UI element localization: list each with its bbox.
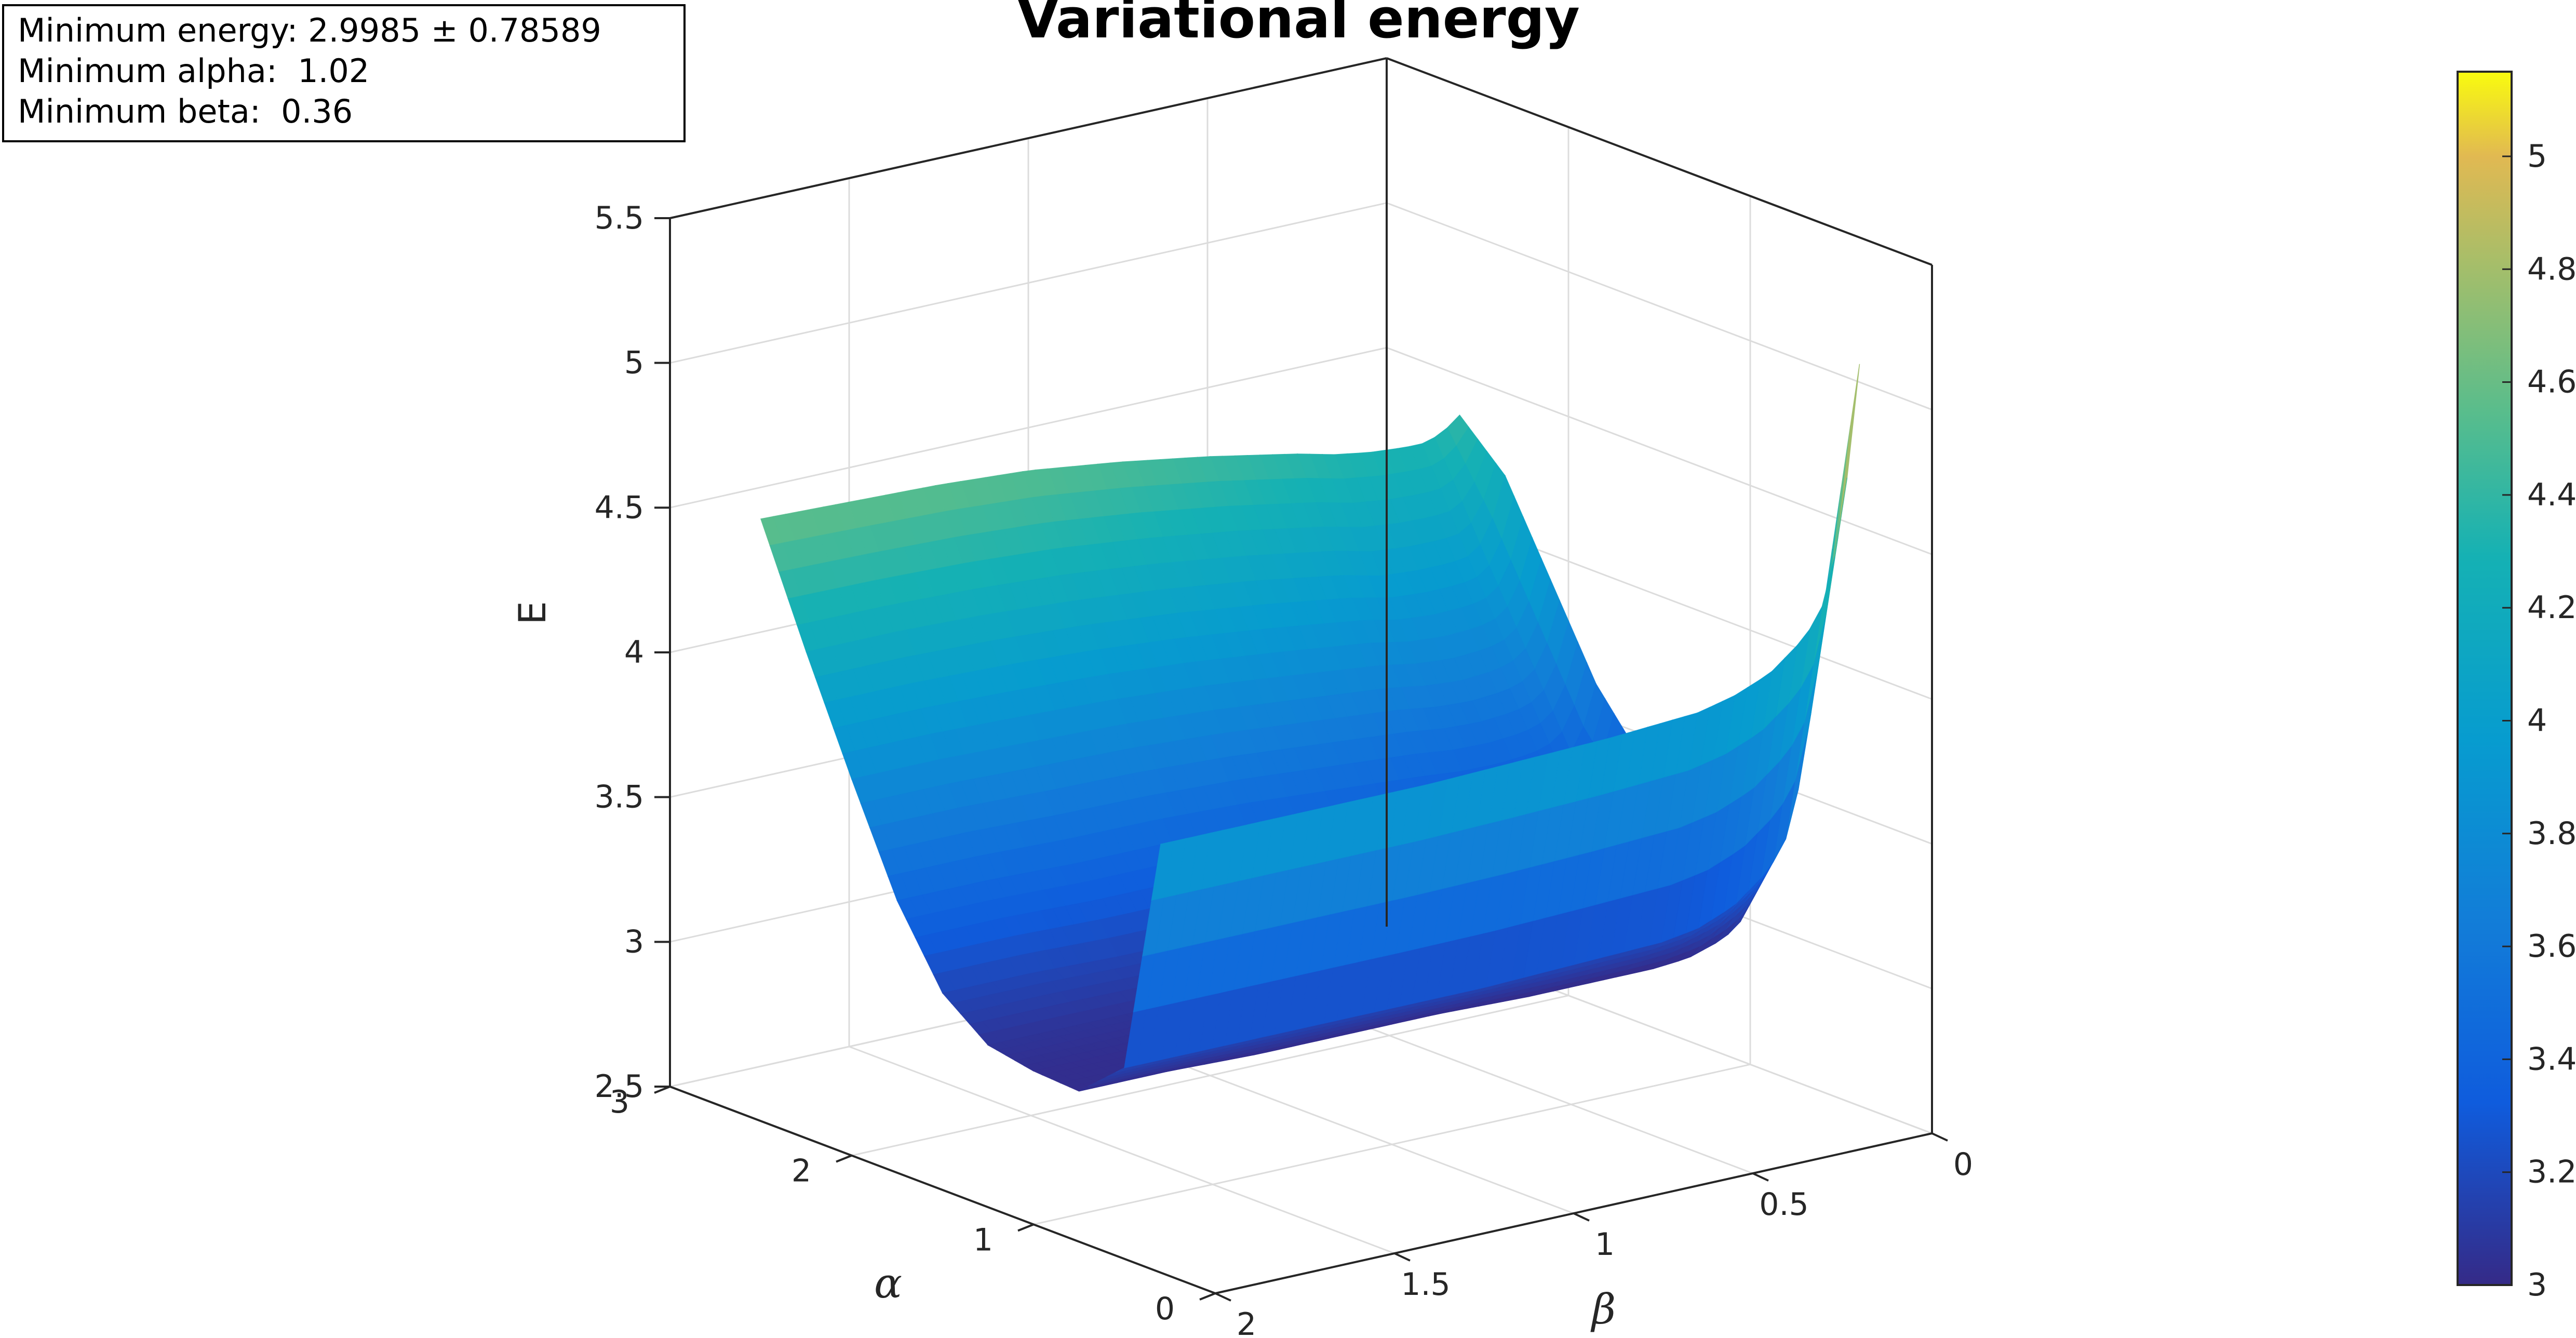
alpha-tick-mark [1017,1223,1034,1232]
alpha-tick-label: 2 [791,1153,811,1189]
colorbar-tick-label: 4.4 [2527,477,2576,513]
surface-patch [1813,557,1835,665]
beta-tick-mark [1573,1212,1590,1222]
alpha-tick-mark [654,1086,670,1094]
minimum-info-box: Minimum energy: 2.9985 ± 0.78589 Minimum… [2,4,686,142]
z-tick-label: 2.5 [595,1068,644,1105]
minimum-alpha-text: Minimum alpha: 1.02 [18,52,370,90]
surface-patch [1837,364,1860,537]
colorbar-gradient [2457,71,2513,1286]
beta-tick-label: 0 [1953,1146,1973,1183]
chart-title: Variational energy [1017,0,1580,50]
colorbar-tick-label: 3.6 [2527,928,2576,965]
alpha-tick-label: 1 [973,1222,993,1258]
grid-line [1386,202,1933,411]
z-tick-label: 3.5 [595,779,644,815]
beta-tick-label: 1.5 [1401,1266,1450,1303]
colorbar-tick-label: 3.8 [2527,815,2576,852]
colorbar-tick-label: 4.6 [2527,364,2576,400]
colorbar-tick-label: 4 [2527,702,2547,739]
alpha-tick-label: 3 [610,1084,629,1120]
axis-edge [669,57,1387,219]
z-axis-label: E [511,601,554,625]
colorbar-tick-label: 4.8 [2527,251,2576,287]
z-tick-label: 3 [624,924,644,960]
beta-tick-label: 1 [1595,1226,1615,1263]
axis-edge [669,1086,1216,1294]
beta-tick-label: 2 [1237,1306,1256,1338]
grid-line [1033,1063,1751,1225]
grid-line [851,995,1569,1157]
grid-line [849,1046,1395,1254]
beta-tick-mark [1931,1132,1948,1142]
minimum-energy-text: Minimum energy: 2.9985 ± 0.78589 [18,11,601,49]
alpha-tick-mark [836,1154,852,1163]
z-tick-label: 5.5 [595,200,644,236]
colorbar-tick-label: 3 [2527,1267,2547,1303]
minimum-beta-text: Minimum beta: 0.36 [18,92,353,130]
alpha-tick-mark [1199,1292,1216,1301]
colorbar-tick-label: 4.2 [2527,590,2576,626]
beta-axis-label: β [1590,1285,1616,1333]
beta-tick-mark [1394,1252,1411,1262]
colorbar: 3 3.2 3.4 3.6 3.8 4 4.2 4.4 4.6 4.8 5 [2457,71,2576,1303]
colorbar-tick-label: 3.4 [2527,1041,2576,1077]
z-tick-label: 5 [624,345,644,381]
surface-patch [1151,841,1174,901]
grid-line [1386,346,1933,555]
z-tick-label: 4 [624,634,644,671]
colorbar-tick-label: 3.2 [2527,1154,2576,1190]
z-tick-label: 4.5 [595,489,644,526]
alpha-tick-label: 0 [1155,1291,1175,1327]
axis-edge [1386,57,1933,266]
beta-tick-mark [1752,1172,1769,1182]
alpha-axis-label: α [874,1259,902,1307]
energy-surface [760,364,1860,1092]
colorbar-tick-label: 5 [2527,138,2547,175]
beta-tick-label: 0.5 [1759,1186,1808,1223]
beta-tick-mark [1215,1292,1231,1302]
